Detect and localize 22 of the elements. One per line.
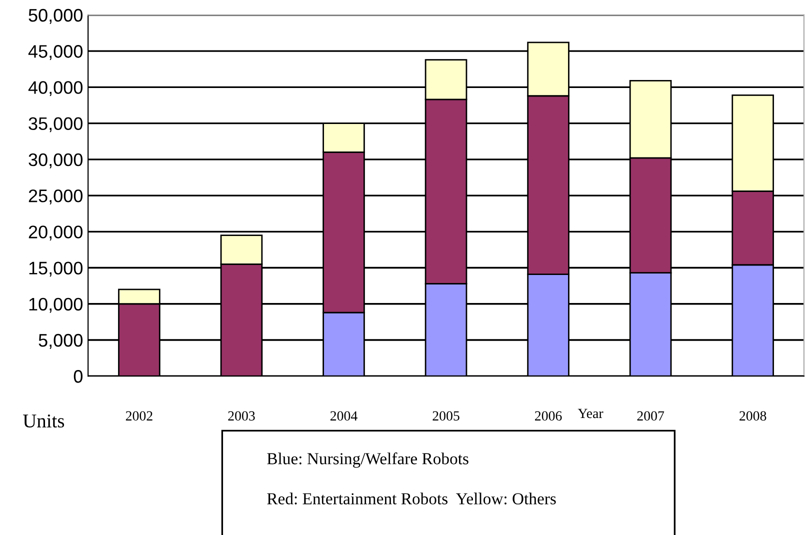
y-tick-label: 20,000: [28, 226, 83, 241]
y-tick-label: 35,000: [28, 117, 83, 132]
y-tick-label: 45,000: [28, 45, 83, 60]
y-axis-title: Units: [23, 414, 64, 428]
y-tick-label: 15,000: [29, 262, 83, 277]
y-tick-label: 50,000: [28, 8, 83, 24]
text: Red: Entertainment Robots Yellow: Others: [267, 492, 556, 504]
x-tick-label: 2008: [740, 411, 766, 421]
x-tick-label: 2004: [330, 411, 358, 421]
y-tick-label: 40,000: [28, 81, 83, 96]
text: Blue: Nursing/Welfare Robots: [267, 452, 468, 468]
x-tick-label: 2005: [432, 411, 460, 421]
y-tick-label: 25,000: [28, 189, 83, 204]
x-tick-label: 2003: [228, 411, 255, 421]
y-tick-label: 0: [74, 370, 83, 383]
x-tick-label: 2006: [535, 411, 562, 421]
y-tick-label: 5,000: [38, 334, 83, 349]
x-axis-title: Year: [578, 408, 604, 418]
x-tick-label: 2007: [637, 411, 664, 421]
y-tick-label: 30,000: [28, 153, 83, 168]
x-tick-label: 2002: [126, 411, 152, 421]
y-tick-label: 10,000: [29, 298, 83, 313]
